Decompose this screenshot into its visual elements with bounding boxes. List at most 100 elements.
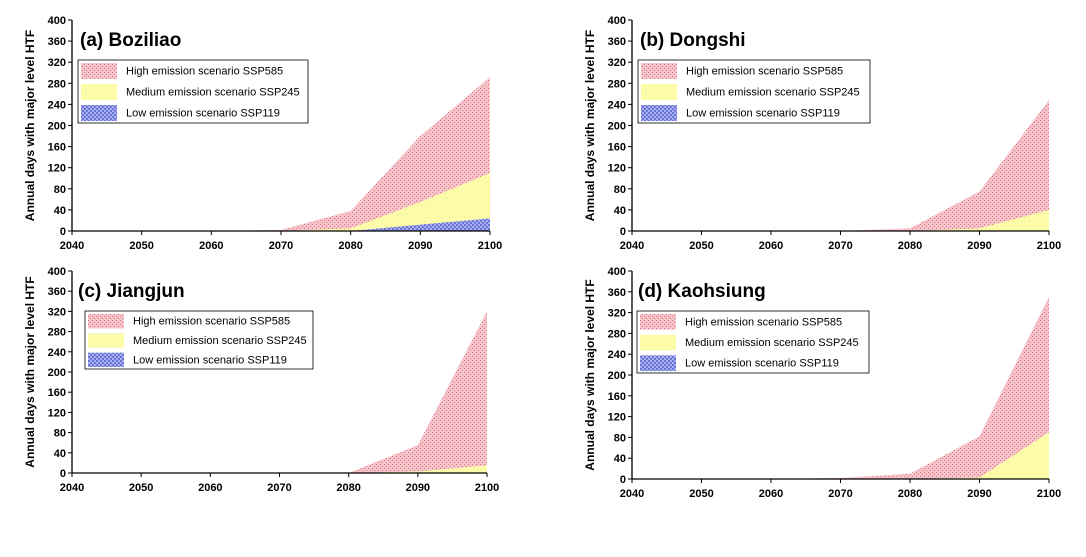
y-tick-label: 40 [54, 205, 66, 217]
chart-panel: 0 40 80 120 160 200 240 280 320 360 400 2040 2050 206… [23, 266, 499, 494]
legend-label-medium-emission-scenario-ssp245: Medium emission scenario SSP245 [133, 335, 307, 347]
legend-label-low-emission-scenario-ssp119: Low emission scenario SSP119 [126, 108, 280, 120]
legend-label-low-emission-scenario-ssp119: Low emission scenario SSP119 [133, 354, 287, 366]
legend-swatch-low [640, 355, 676, 371]
area-medium-emission [632, 432, 1049, 479]
x-tick-label: 2100 [1037, 240, 1061, 252]
legend: High emission scenario SSP585 Medium emis… [84, 310, 314, 370]
legend-label-high-emission-scenario-ssp585: High emission scenario SSP585 [685, 316, 842, 328]
x-tick-label: 2040 [60, 240, 84, 252]
legend-swatch-low [88, 352, 124, 367]
area-medium-emission [72, 172, 490, 231]
x-tick-label: 2060 [199, 240, 223, 252]
x-tick-label: 2060 [759, 240, 783, 252]
legend-swatch-medium [641, 84, 677, 100]
y-tick-label: 400 [608, 266, 626, 278]
legend-swatch-high [640, 314, 676, 330]
x-tick-label: 2080 [336, 482, 360, 494]
x-tick-label: 2090 [408, 240, 432, 252]
y-tick-label: 400 [608, 15, 626, 27]
y-tick-label: 320 [608, 308, 626, 320]
panel-title: (b) Dongshi [640, 30, 746, 51]
x-tick-label: 2060 [198, 482, 222, 494]
y-tick-label: 120 [48, 163, 66, 175]
y-tick-label: 80 [54, 428, 66, 440]
y-tick-label: 280 [48, 327, 66, 339]
panel-title: (c) Jiangjun [78, 281, 185, 302]
y-tick-label: 40 [614, 205, 626, 217]
x-tick-label: 2090 [406, 482, 430, 494]
legend-label-high-emission-scenario-ssp585: High emission scenario SSP585 [126, 66, 283, 78]
chart-panel: 0 40 80 120 160 200 240 280 320 360 400 2040 2050 206… [583, 266, 1061, 500]
x-tick-label: 2100 [478, 240, 502, 252]
y-axis-label: Annual days with major level HTF [23, 30, 37, 221]
legend-label-medium-emission-scenario-ssp245: Medium emission scenario SSP245 [686, 87, 860, 99]
y-tick-label: 360 [608, 287, 626, 299]
x-tick-label: 2070 [828, 240, 852, 252]
y-tick-label: 240 [608, 349, 626, 361]
x-tick-label: 2080 [898, 488, 922, 500]
x-tick-label: 2040 [620, 240, 644, 252]
legend-swatch-low [81, 105, 117, 121]
y-tick-label: 360 [48, 36, 66, 48]
chart-panel: 0 40 80 120 160 200 240 280 320 360 400 2040 2050 206… [583, 15, 1061, 252]
y-tick-label: 0 [620, 226, 626, 238]
y-tick-label: 40 [54, 448, 66, 460]
x-tick-label: 2100 [475, 482, 499, 494]
y-tick-label: 40 [614, 453, 626, 465]
x-tick-label: 2100 [1037, 488, 1061, 500]
y-tick-label: 160 [48, 387, 66, 399]
y-tick-label: 0 [60, 468, 66, 480]
y-axis-label: Annual days with major level HTF [583, 30, 597, 221]
x-tick-label: 2090 [967, 240, 991, 252]
x-tick-label: 2050 [129, 240, 153, 252]
legend-label-high-emission-scenario-ssp585: High emission scenario SSP585 [686, 66, 843, 78]
y-tick-label: 320 [48, 306, 66, 318]
legend-label-low-emission-scenario-ssp119: Low emission scenario SSP119 [685, 358, 839, 370]
y-tick-label: 160 [608, 142, 626, 154]
y-tick-label: 360 [48, 286, 66, 298]
y-tick-label: 280 [608, 78, 626, 90]
x-tick-label: 2050 [129, 482, 153, 494]
x-tick-label: 2040 [60, 482, 84, 494]
x-tick-label: 2040 [620, 488, 644, 500]
legend: High emission scenario SSP585 Medium emis… [636, 310, 870, 374]
x-tick-label: 2050 [689, 488, 713, 500]
legend: High emission scenario SSP585 Medium emis… [77, 59, 309, 124]
y-tick-label: 200 [608, 370, 626, 382]
y-tick-label: 0 [620, 474, 626, 486]
y-tick-label: 120 [608, 412, 626, 424]
y-tick-label: 80 [614, 184, 626, 196]
y-tick-label: 240 [48, 347, 66, 359]
y-tick-label: 320 [48, 57, 66, 69]
y-tick-label: 240 [48, 99, 66, 111]
panel-title: (a) Boziliao [80, 30, 181, 51]
y-tick-label: 320 [608, 57, 626, 69]
x-tick-label: 2070 [269, 240, 293, 252]
x-tick-label: 2080 [898, 240, 922, 252]
legend-label-high-emission-scenario-ssp585: High emission scenario SSP585 [133, 316, 290, 328]
y-tick-label: 200 [48, 121, 66, 133]
y-tick-label: 0 [60, 226, 66, 238]
legend-label-medium-emission-scenario-ssp245: Medium emission scenario SSP245 [685, 337, 859, 349]
x-tick-label: 2050 [689, 240, 713, 252]
chart-panel: 0 40 80 120 160 200 240 280 320 360 400 2040 2050 206… [23, 15, 502, 252]
y-tick-label: 400 [48, 15, 66, 27]
x-tick-label: 2080 [338, 240, 362, 252]
legend-swatch-medium [81, 84, 117, 100]
legend-swatch-medium [640, 334, 676, 351]
legend-label-medium-emission-scenario-ssp245: Medium emission scenario SSP245 [126, 87, 300, 99]
y-tick-label: 160 [48, 142, 66, 154]
legend-swatch-low [641, 105, 677, 121]
y-tick-label: 280 [608, 328, 626, 340]
y-tick-label: 400 [48, 266, 66, 278]
legend: High emission scenario SSP585 Medium emis… [637, 59, 871, 124]
y-tick-label: 160 [608, 391, 626, 403]
area-high-emission [72, 311, 487, 473]
area-medium-emission [72, 465, 487, 473]
y-tick-label: 200 [608, 121, 626, 133]
x-tick-label: 2060 [759, 488, 783, 500]
panel-title: (d) Kaohsiung [638, 281, 766, 302]
y-tick-label: 240 [608, 99, 626, 111]
